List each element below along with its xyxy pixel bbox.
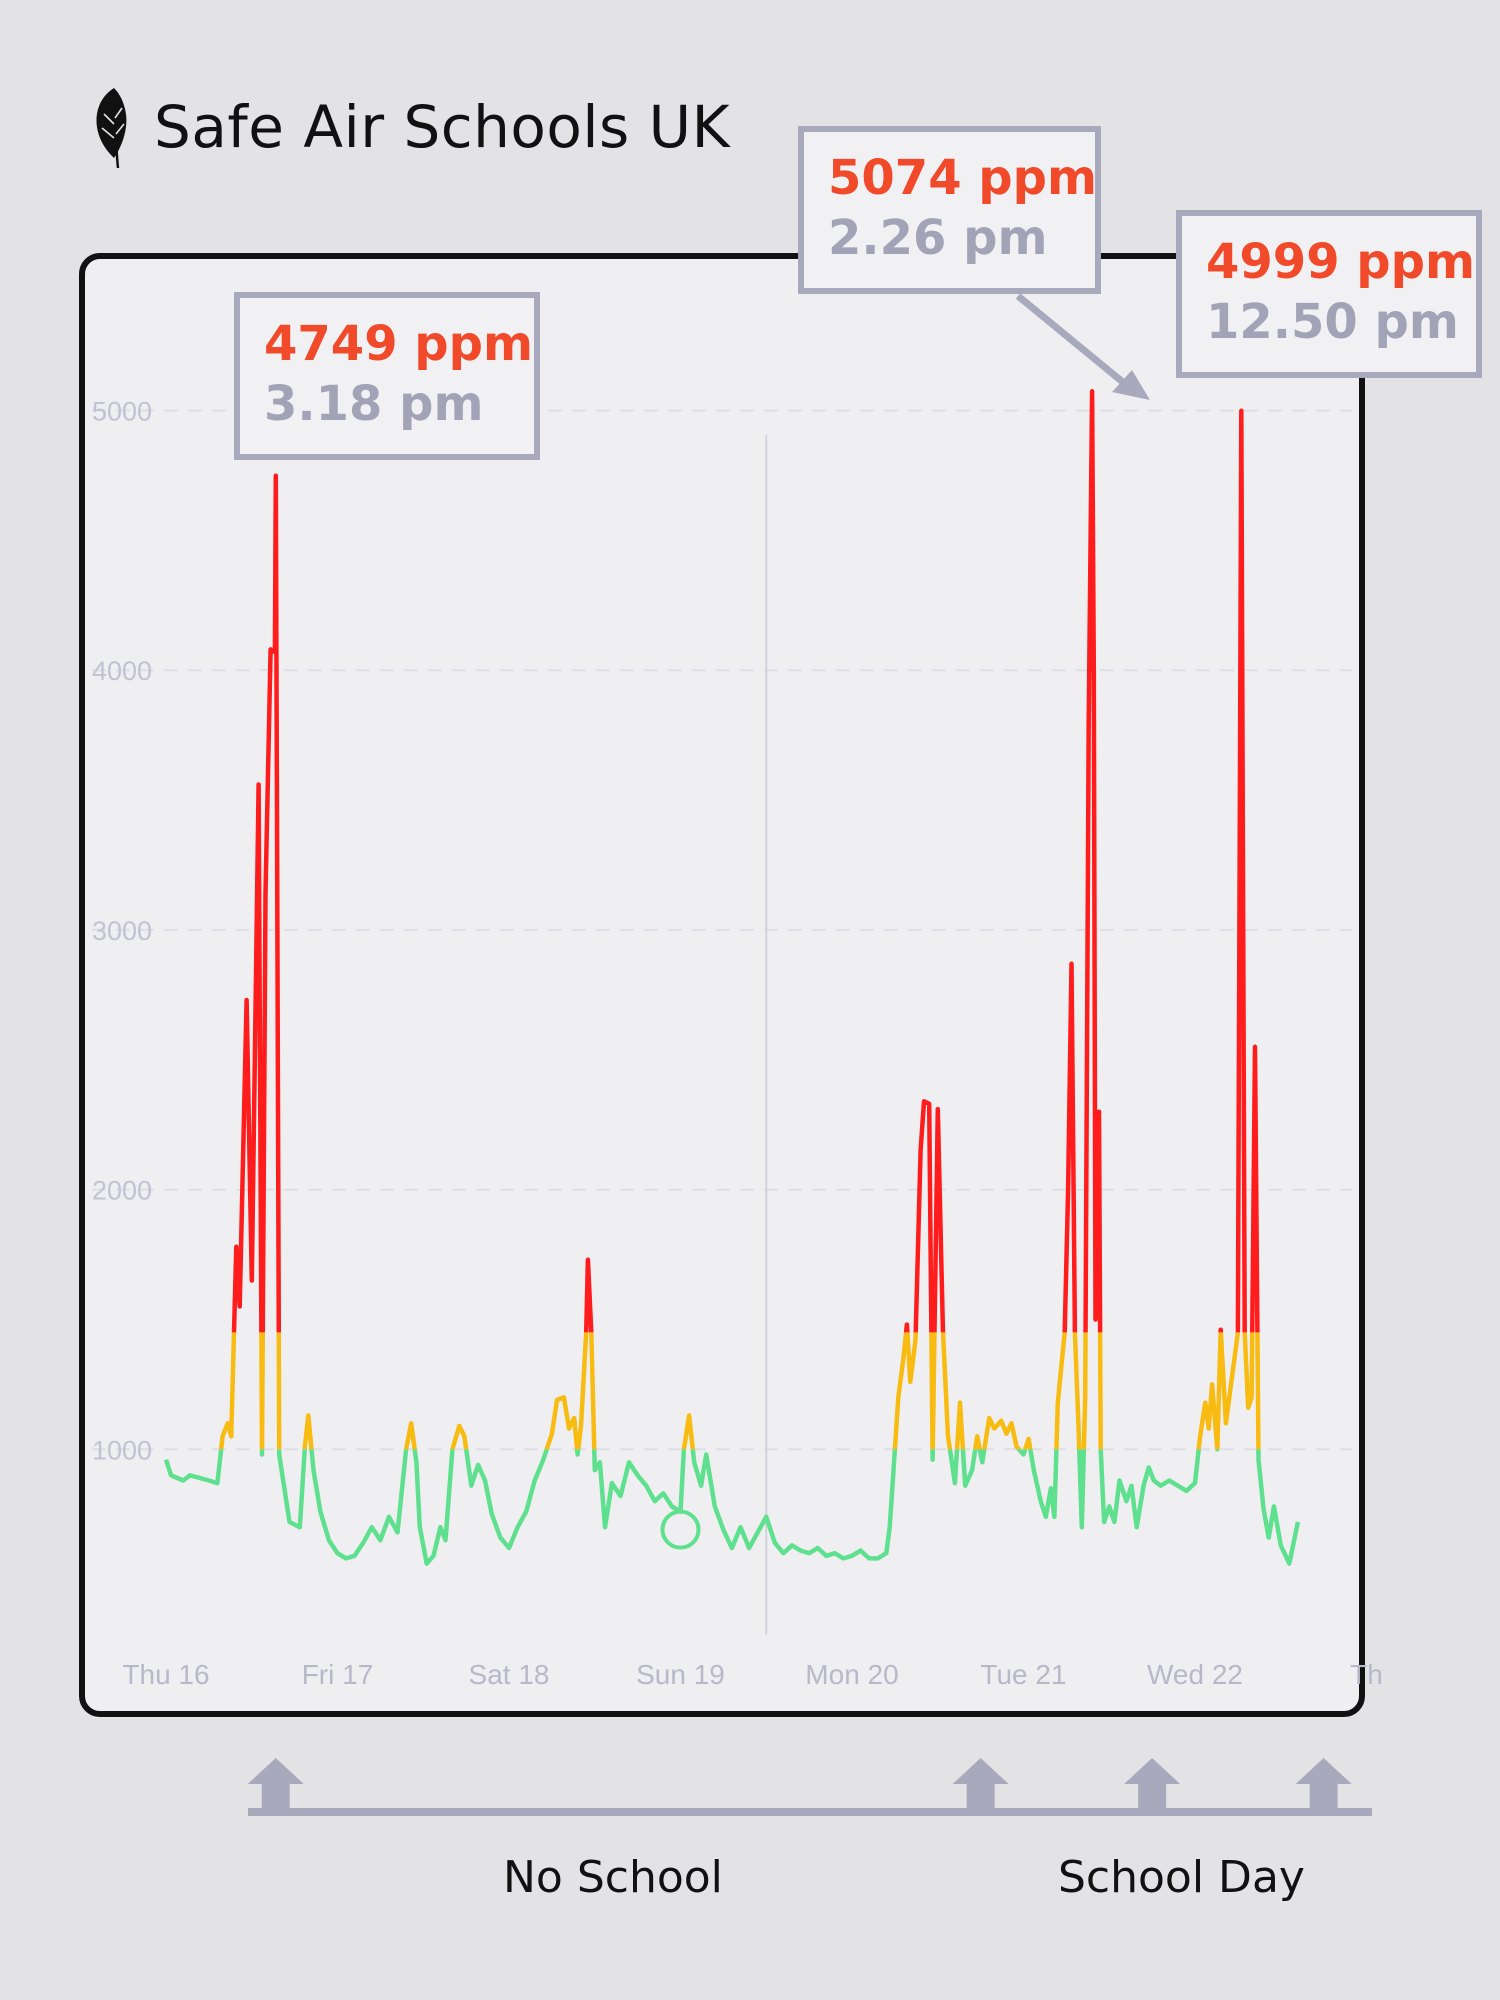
callout-time: 12.50 pm [1206,294,1459,350]
x-tick-label: Tue 21 [980,1659,1066,1690]
series-good-band [163,1449,1301,1566]
x-tick-label: Wed 22 [1147,1659,1243,1690]
x-tick-label: Thu 16 [122,1659,209,1690]
timeline-up-arrow [952,1758,1009,1812]
callout-ppm: 4749 ppm [264,316,534,372]
x-tick-label: Sun 19 [636,1659,725,1690]
highlight-marker [660,1509,701,1550]
feather-icon [96,88,127,169]
brand: Safe Air Schools UK [92,82,730,172]
x-tick-label: Fri 17 [302,1659,374,1690]
school-day-label: School Day [1058,1852,1305,1903]
chart-frame [79,253,1365,1717]
x-tick-label: Th [1350,1659,1383,1690]
callout-ppm: 5074 ppm [828,150,1098,206]
y-tick-label: 4000 [92,656,152,686]
callout-tue-peak: 5074 ppm 2.26 pm [798,126,1101,294]
y-tick-label: 2000 [92,1176,152,1206]
callout-thu-peak: 4749 ppm 3.18 pm [234,292,540,460]
callout-arrow-head [1112,370,1150,400]
timeline-up-arrow [1295,1758,1352,1812]
y-tick-label: 1000 [92,1435,152,1465]
y-tick-label: 5000 [92,397,152,427]
callout-wed-peak: 4999 ppm 12.50 pm [1176,210,1482,378]
callout-ppm: 4999 ppm [1206,234,1476,290]
timeline-up-arrow [247,1758,304,1812]
x-tick-label: Mon 20 [805,1659,898,1690]
callout-arrow-line [1015,293,1133,391]
y-tick-label: 3000 [92,916,152,946]
timeline-up-arrow [1124,1758,1181,1812]
callout-time: 3.18 pm [264,376,484,432]
x-tick-label: Sat 18 [469,1659,550,1690]
callout-time: 2.26 pm [828,210,1048,266]
no-school-label: No School [503,1852,723,1903]
brand-title: Safe Air Schools UK [154,93,731,161]
